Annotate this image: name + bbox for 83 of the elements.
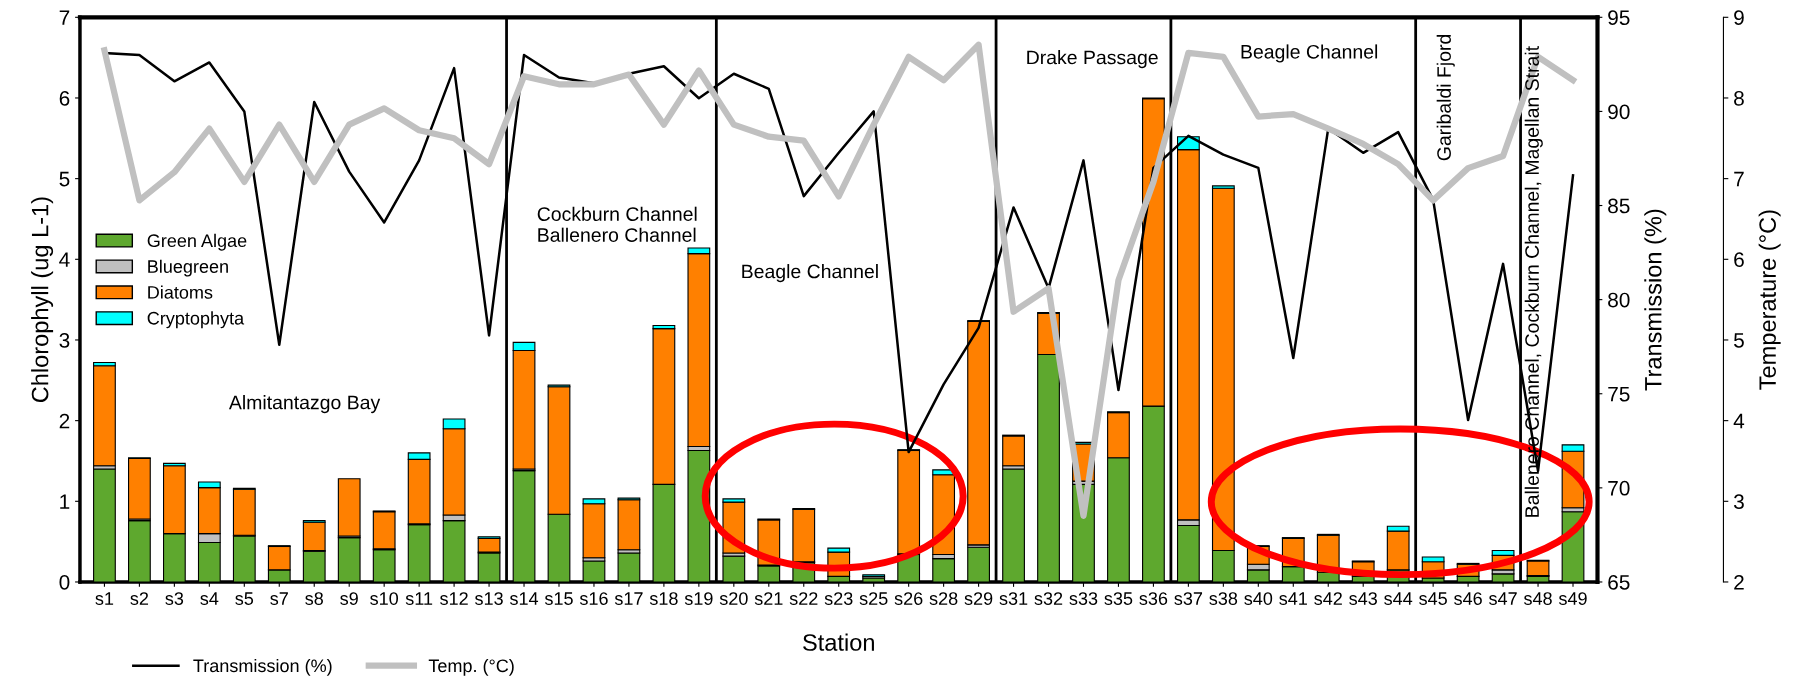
legend-label: Bluegreen xyxy=(148,259,228,277)
x-tick-label: s29 xyxy=(964,592,993,605)
x-tick-label: s43 xyxy=(1349,592,1377,605)
x-tick-label: s2 xyxy=(130,592,149,605)
y3-tick-label: 5 xyxy=(1734,333,1744,348)
x-tick-label: s17 xyxy=(614,592,643,605)
y2-tick-label: 85 xyxy=(1608,198,1630,214)
legend-label: Cryptophyta xyxy=(147,311,245,329)
legend-label: Green Algae xyxy=(147,233,247,251)
x-axis-title: Station xyxy=(803,633,874,651)
x-tick-label: s22 xyxy=(789,592,818,605)
y3-tick-label: 6 xyxy=(1734,252,1744,268)
y3-tick-label: 8 xyxy=(1734,90,1744,106)
y-tick-label: 6 xyxy=(59,90,70,106)
x-tick-label: s41 xyxy=(1279,592,1307,605)
y3-axis-title: Temperature (°C) xyxy=(1758,210,1781,390)
x-tick-label: s9 xyxy=(340,592,358,605)
x-tick-label: s13 xyxy=(475,592,503,605)
y-tick-label: 1 xyxy=(60,494,70,509)
x-tick-label: s25 xyxy=(859,592,888,605)
y-tick-label: 2 xyxy=(59,413,70,429)
x-tick-label: s45 xyxy=(1419,592,1447,605)
x-tick-label: s28 xyxy=(929,592,958,605)
x-tick-label: s33 xyxy=(1069,592,1098,605)
x-tick-label: s35 xyxy=(1104,592,1133,605)
x-tick-label: s5 xyxy=(235,592,254,605)
x-tick-label: s44 xyxy=(1384,592,1413,605)
x-tick-label: s3 xyxy=(165,592,184,605)
x-tick-label: s7 xyxy=(270,592,288,605)
y2-tick-label: 95 xyxy=(1608,10,1630,26)
y3-tick-label: 4 xyxy=(1733,413,1745,429)
x-tick-label: s15 xyxy=(544,592,573,605)
y2-axis-title: Transmission (%) xyxy=(1644,209,1667,391)
x-tick-label: s14 xyxy=(509,592,539,605)
x-tick-label: s10 xyxy=(370,592,399,605)
y-tick-label: 5 xyxy=(59,171,70,187)
y-tick-label: 7 xyxy=(59,10,70,25)
y3-tick-label: 9 xyxy=(1734,10,1744,26)
x-tick-label: s18 xyxy=(649,592,678,605)
annotation: Beagle Channel xyxy=(1241,44,1378,63)
x-tick-label: s23 xyxy=(824,592,853,605)
x-tick-label: s4 xyxy=(200,592,219,605)
y2-tick-label: 80 xyxy=(1608,292,1630,308)
x-tick-label: s11 xyxy=(405,592,433,605)
y2-tick-label: 90 xyxy=(1608,104,1630,120)
x-tick-label: s20 xyxy=(719,592,748,605)
x-tick-label: s12 xyxy=(440,592,468,605)
x-tick-label: s49 xyxy=(1558,592,1587,605)
x-tick-label: s16 xyxy=(579,592,608,605)
x-tick-label: s26 xyxy=(894,592,923,605)
annotation: Ballenero Channel, Cockburn Channel, Magellan Strait xyxy=(1524,46,1543,517)
annotation: Cockburn Channel Ballenero Channel xyxy=(537,206,697,242)
y-tick-label: 0 xyxy=(59,574,70,590)
y2-tick-label: 75 xyxy=(1608,386,1630,402)
annotation: Almitantazgo Bay xyxy=(228,395,381,414)
x-tick-label: s31 xyxy=(999,592,1028,605)
y-tick-label: 3 xyxy=(59,332,70,348)
x-tick-label: s1 xyxy=(95,592,114,605)
legend-label: Transmission (%) xyxy=(193,658,332,676)
x-tick-label: s8 xyxy=(305,592,323,605)
x-tick-label: s48 xyxy=(1523,592,1552,605)
x-tick-label: s19 xyxy=(684,592,713,605)
x-tick-label: s21 xyxy=(754,592,783,605)
y2-tick-label: 70 xyxy=(1608,480,1630,496)
y3-tick-label: 3 xyxy=(1733,494,1744,510)
legend-label: Diatoms xyxy=(148,285,213,299)
annotation: Beagle Channel xyxy=(742,264,878,283)
x-tick-label: s40 xyxy=(1244,592,1273,605)
x-tick-label: s38 xyxy=(1209,592,1238,605)
x-tick-label: s42 xyxy=(1314,592,1342,605)
legend-label: Temp. (°C) xyxy=(428,658,514,676)
annotation: Garibaldi Fjord xyxy=(1436,34,1455,161)
x-tick-label: s32 xyxy=(1034,592,1063,605)
x-tick-label: s37 xyxy=(1174,592,1203,605)
y2-tick-label: 65 xyxy=(1608,574,1630,590)
x-tick-label: s36 xyxy=(1139,592,1168,605)
y-tick-label: 4 xyxy=(59,252,70,267)
y-axis-title: Chlorophyll (ug L-1) xyxy=(31,197,54,403)
y3-tick-label: 2 xyxy=(1734,574,1744,590)
y3-tick-label: 7 xyxy=(1734,171,1744,187)
x-tick-label: s46 xyxy=(1454,592,1482,605)
annotation: Drake Passage xyxy=(1027,50,1158,69)
x-tick-label: s47 xyxy=(1489,592,1517,605)
